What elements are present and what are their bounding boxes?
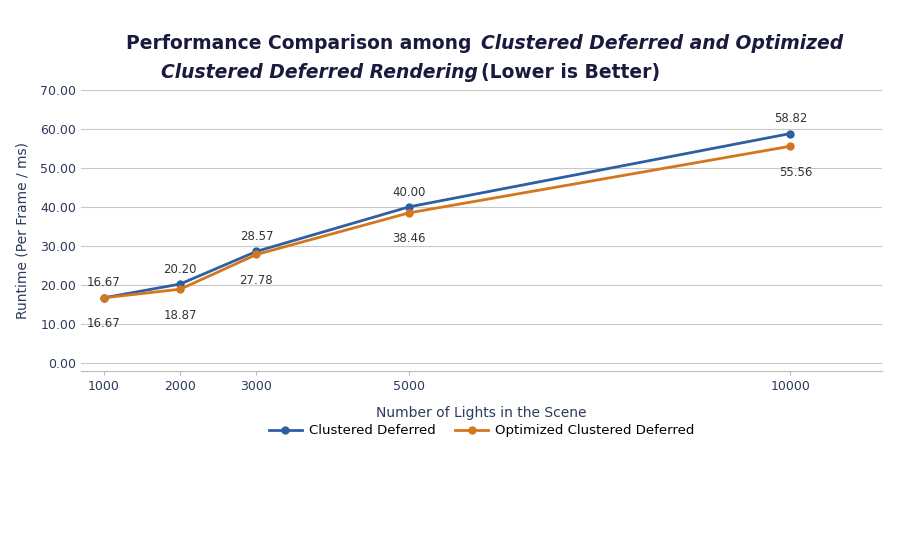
Text: 28.57: 28.57: [239, 230, 274, 243]
Text: 40.00: 40.00: [392, 186, 426, 199]
X-axis label: Number of Lights in the Scene: Number of Lights in the Scene: [376, 407, 587, 421]
Text: 38.46: 38.46: [392, 232, 426, 245]
Text: 16.67: 16.67: [87, 277, 121, 289]
Text: Performance Comparison among: Performance Comparison among: [126, 34, 482, 53]
Legend: Clustered Deferred, Optimized Clustered Deferred: Clustered Deferred, Optimized Clustered …: [264, 419, 700, 443]
Text: 58.82: 58.82: [774, 112, 807, 125]
Text: 20.20: 20.20: [163, 263, 197, 275]
Text: Clustered Deferred and Optimized: Clustered Deferred and Optimized: [482, 34, 843, 53]
Text: 18.87: 18.87: [163, 309, 197, 322]
Text: Clustered Deferred Rendering: Clustered Deferred Rendering: [161, 62, 482, 82]
Text: 55.56: 55.56: [779, 166, 813, 179]
Text: 27.78: 27.78: [239, 274, 274, 287]
Text: 16.67: 16.67: [87, 317, 121, 330]
Y-axis label: Runtime (Per Frame / ms): Runtime (Per Frame / ms): [15, 141, 29, 318]
Text: (Lower is Better): (Lower is Better): [482, 62, 660, 82]
